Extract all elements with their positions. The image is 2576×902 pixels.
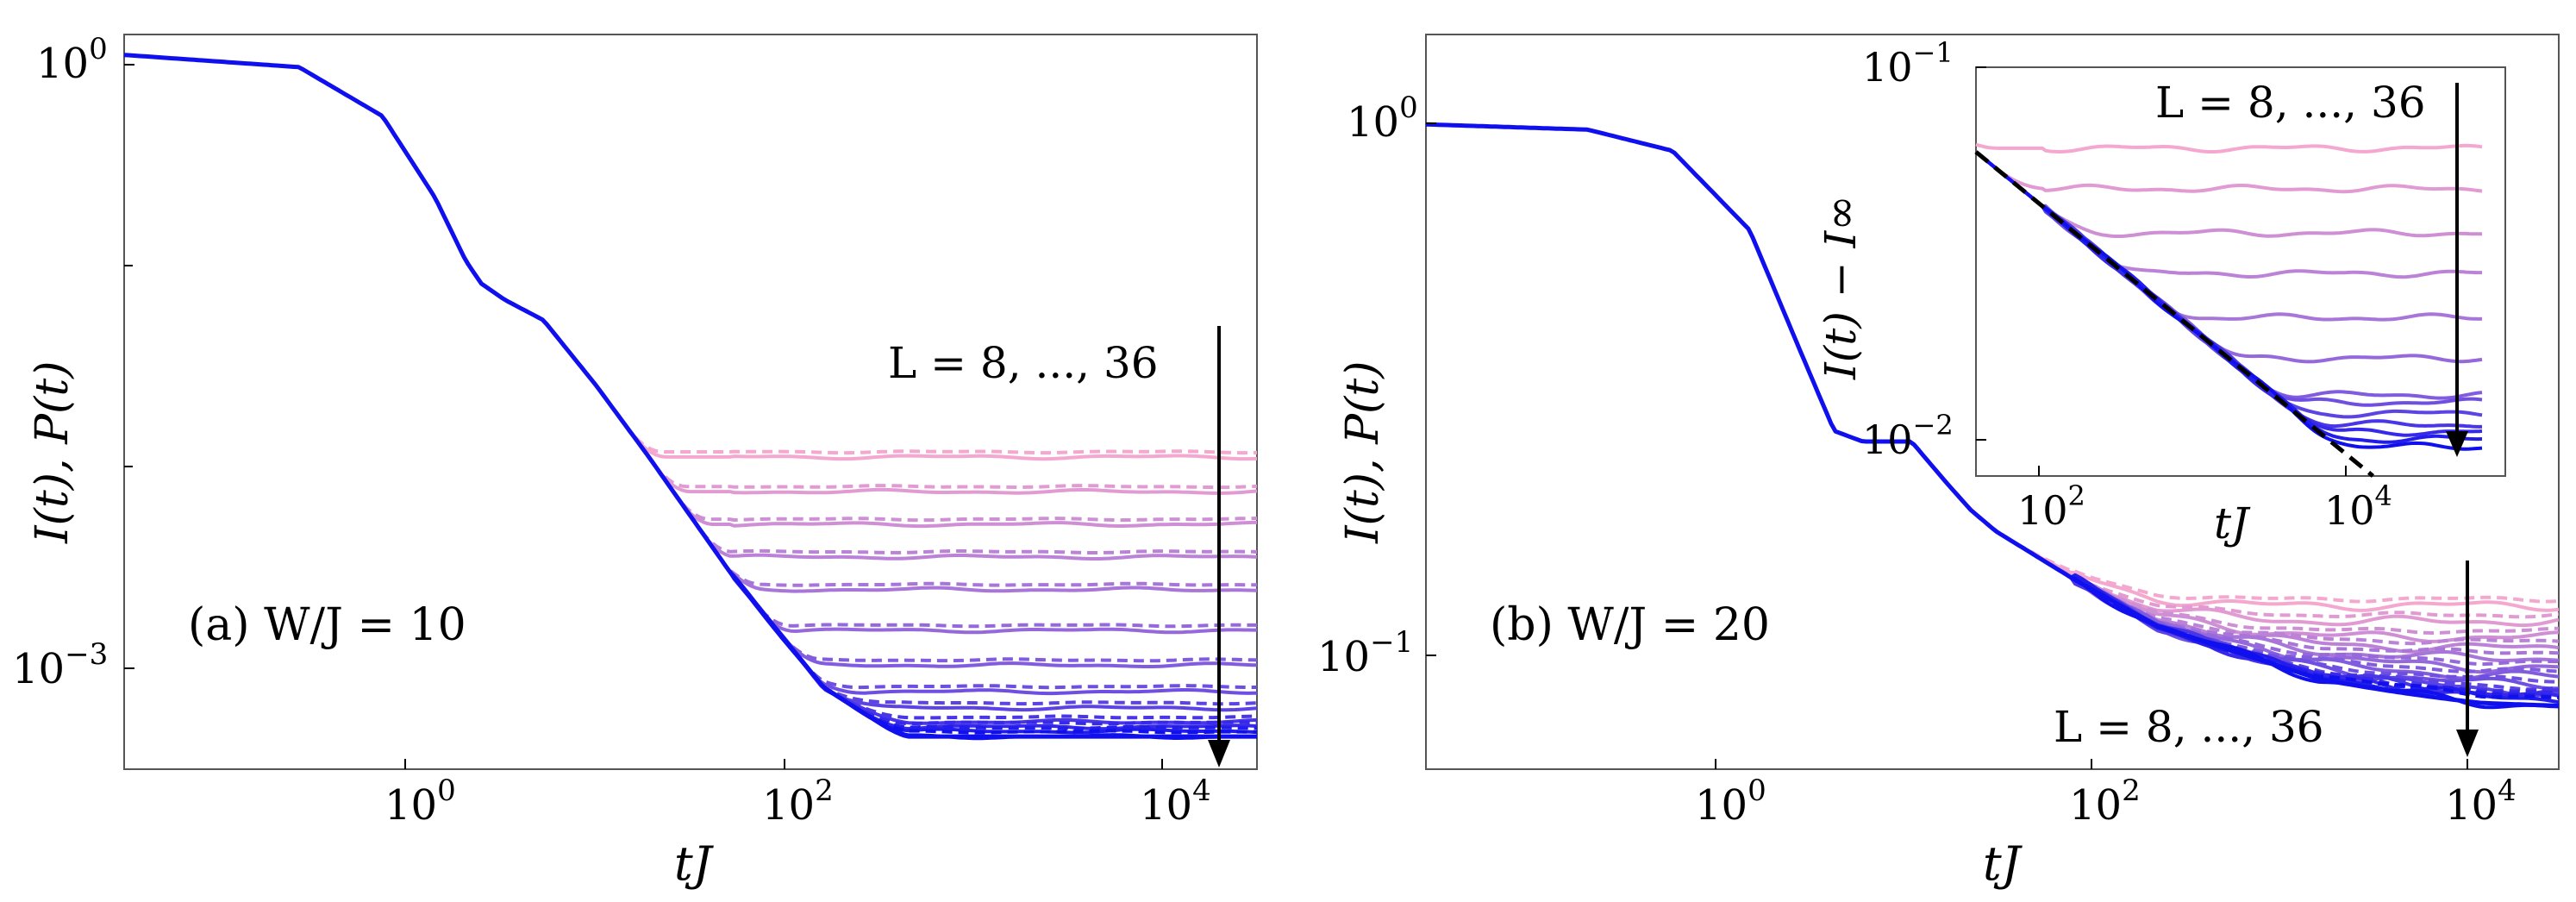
panel-b-arrow-label: L = 8, ..., 36 — [2054, 702, 2324, 752]
panel-b-xtick-label-4: 104 — [2445, 774, 2517, 830]
inset-b-xlabel: tJ — [2214, 498, 2251, 548]
panel-b-arrowhead — [2456, 730, 2479, 757]
panel-a-series-L8-dashed — [123, 53, 1258, 455]
panel-a-xtick-label-4: 104 — [1140, 774, 1211, 830]
panel-b-common-curve — [1425, 122, 2560, 708]
inset-b-xtick-label-2: 102 — [2017, 479, 2085, 534]
panel-a-ylabel: I(t), P(t) — [27, 360, 78, 544]
panel-a-ytick-label-0: 100 — [36, 32, 108, 88]
panel-b-ytick-label-1: 10−1 — [1317, 625, 1413, 681]
panel-a-common-curve — [123, 53, 1257, 739]
panel-a-series-L16-dashed — [123, 53, 1257, 587]
panel-b-xtick-label-2: 102 — [2069, 774, 2141, 830]
panel-a-series-L10-dashed — [123, 53, 1258, 490]
panel-a-ytick-label-3: 10−3 — [12, 637, 108, 693]
inset-b: 10−1 10−2 102 104 tJ I(t) − I∞ L = 8, ..… — [1816, 36, 2506, 548]
inset-b-arrowhead — [2446, 431, 2468, 457]
inset-b-ylabel: I(t) − I∞ — [1816, 195, 1866, 380]
panel-a-xtick-label-2: 102 — [762, 774, 834, 830]
inset-b-power-law-fit — [1974, 150, 2375, 478]
inset-b-xtick-label-4: 104 — [2324, 479, 2392, 534]
panel-a-arrowhead — [1208, 740, 1230, 767]
panel-a-series-L8-solid — [123, 53, 1258, 461]
panel-a-label: (a) W/J = 10 — [188, 599, 466, 651]
panel-a-series-L28-dashed — [123, 53, 1258, 726]
panel-b-xtick-label-0: 100 — [1695, 774, 1766, 830]
panel-a-series-L14-dashed — [123, 53, 1258, 554]
inset-b-ytick-label-1: 10−2 — [1862, 409, 1954, 463]
panel-b-ytick-label-0: 100 — [1347, 91, 1418, 147]
panel-b-label: (b) W/J = 20 — [1490, 599, 1770, 651]
panel-a-series-L26-dashed — [123, 53, 1258, 720]
inset-b-background — [1975, 66, 2506, 477]
panel-a-series-L18-dashed — [123, 53, 1257, 629]
panel-a-series-L10-solid — [123, 53, 1258, 495]
panel-b-frame — [1425, 34, 2560, 770]
panel-b-xlabel: tJ — [1983, 836, 2023, 891]
panel-b: 100 10−1 100 102 104 tJ I(t), P(t) (b) W… — [1317, 34, 2560, 891]
panel-a-series-L20-dashed — [123, 53, 1258, 663]
panel-a-series-L24-dashed — [123, 53, 1258, 706]
panel-a: 100 10−3 100 102 104 tJ I(t), P(t) (a) W… — [12, 32, 1258, 891]
panel-b-ylabel: I(t), P(t) — [1337, 360, 1389, 544]
panel-a-envelope — [123, 53, 1257, 739]
panel-a-series-L14-solid — [123, 53, 1258, 561]
panel-a-frame — [123, 34, 1258, 770]
inset-b-series-L8 — [1975, 142, 2483, 153]
inset-b-series-L10 — [1974, 150, 2483, 194]
inset-b-ytick-label-0: 10−1 — [1862, 36, 1954, 91]
inset-b-arrow-label: L = 8, ..., 36 — [2155, 78, 2426, 128]
panel-b-envelope — [1425, 122, 2560, 708]
panel-a-xtick-label-0: 100 — [385, 774, 456, 830]
panel-a-arrow-label: L = 8, ..., 36 — [888, 338, 1159, 388]
panel-a-xlabel: tJ — [674, 836, 715, 891]
